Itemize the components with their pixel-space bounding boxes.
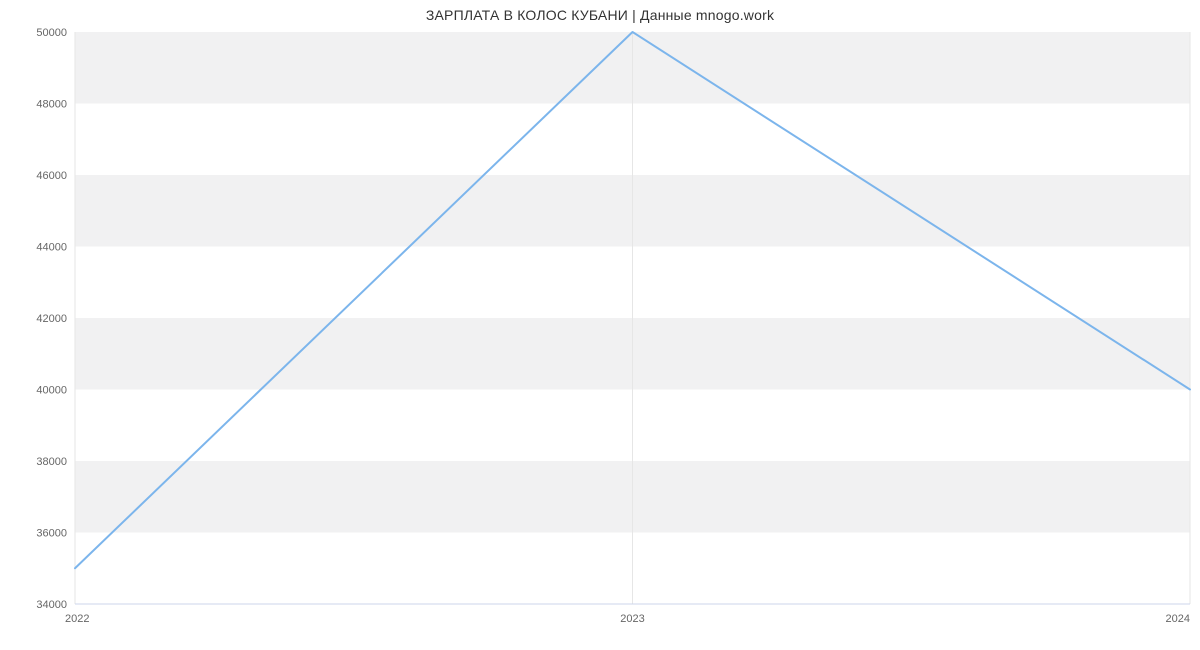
y-tick-label: 50000: [36, 27, 67, 39]
x-tick-label: 2024: [1166, 613, 1190, 625]
y-tick-label: 44000: [36, 242, 67, 254]
y-tick-label: 42000: [36, 313, 67, 325]
y-tick-label: 38000: [36, 456, 67, 468]
y-tick-label: 46000: [36, 170, 67, 182]
chart-title: ЗАРПЛАТА В КОЛОС КУБАНИ | Данные mnogo.w…: [0, 7, 1200, 23]
chart-container: ЗАРПЛАТА В КОЛОС КУБАНИ | Данные mnogo.w…: [0, 0, 1200, 650]
y-tick-label: 36000: [36, 528, 67, 540]
x-tick-label: 2022: [65, 613, 89, 625]
y-tick-label: 34000: [36, 599, 67, 611]
x-tick-label: 2023: [620, 613, 644, 625]
y-tick-label: 48000: [36, 99, 67, 111]
chart-svg: 34000 36000 38000 40000 42000 44000 46000 48000…: [0, 0, 1200, 650]
y-tick-label: 40000: [36, 385, 67, 397]
